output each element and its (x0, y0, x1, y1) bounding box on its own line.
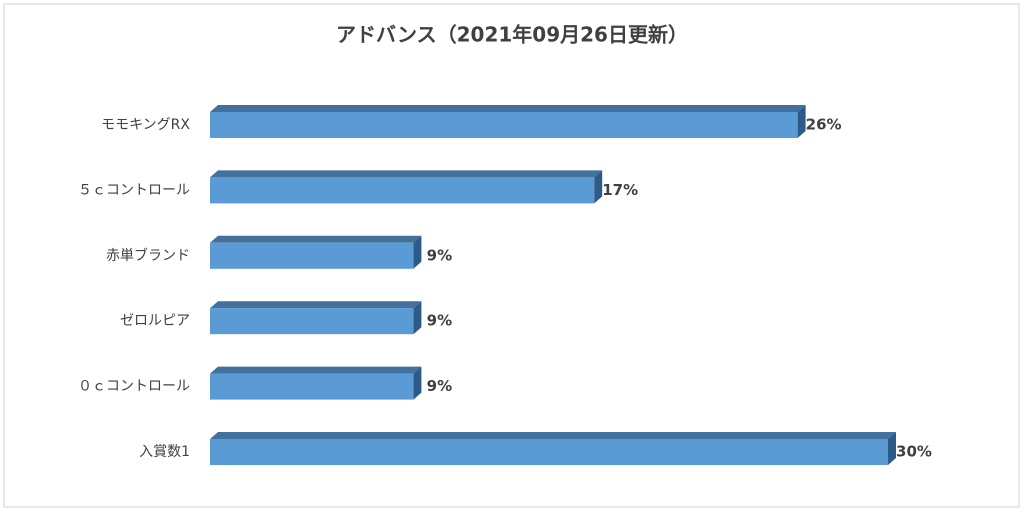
bar-top (210, 170, 603, 178)
bar-top (210, 105, 806, 112)
category-label: モモキングRX (101, 117, 190, 133)
bar-front (210, 373, 414, 400)
value-label: 17% (602, 181, 638, 199)
bar-side (797, 105, 806, 138)
bar-side (888, 432, 896, 465)
bar (210, 235, 422, 269)
bar-front (210, 242, 414, 269)
bar (210, 105, 806, 138)
value-label: 26% (806, 116, 842, 134)
bar-front (210, 308, 414, 335)
bar-top (210, 301, 422, 309)
bar-top (210, 366, 422, 374)
value-label: 9% (427, 246, 452, 264)
category-label: ５ｃコントロール (78, 182, 190, 198)
bar-side (413, 366, 422, 400)
chart-title: アドバンス（2021年09月26日更新） (336, 23, 688, 47)
chart-frame (3, 3, 1020, 508)
bar (210, 170, 603, 204)
bar-front (210, 112, 798, 138)
bar-side (413, 301, 422, 335)
bar (210, 301, 422, 335)
value-label: 9% (427, 377, 452, 395)
bar-front (210, 177, 595, 204)
bar (210, 432, 896, 465)
bar-front (210, 439, 888, 465)
category-label: ０ｃコントロール (78, 379, 190, 395)
category-label: 入賞数1 (139, 444, 190, 460)
value-label: 9% (427, 312, 452, 330)
value-label: 30% (896, 443, 932, 461)
category-label: ゼロルピア (120, 313, 190, 329)
bar-top (210, 432, 896, 439)
bar-side (594, 170, 603, 204)
bar (210, 366, 422, 400)
bar-top (210, 235, 422, 243)
category-label: 赤単ブランド (106, 247, 190, 264)
bar-side (413, 235, 422, 269)
